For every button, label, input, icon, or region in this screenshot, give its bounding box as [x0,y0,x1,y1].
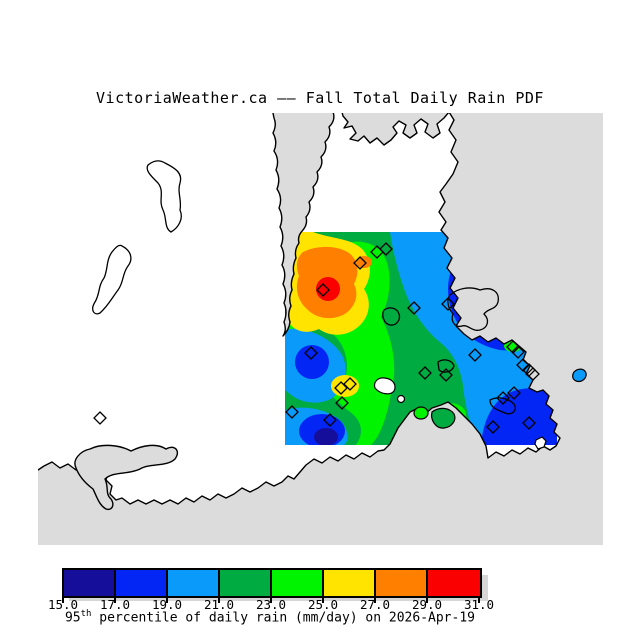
station-diamond-icon [511,345,525,359]
colorbar-tick [374,596,376,603]
station-diamond-icon [522,416,536,430]
colorbar-tick-label: 23.0 [255,597,287,612]
station-diamond-icon [496,391,510,405]
station-diamond-icon [285,405,299,419]
colorbar-tick-label: 27.0 [359,597,391,612]
colorbar-segment [428,570,480,596]
station-diamond-icon [379,242,393,256]
colorbar-tick [218,596,220,603]
station-diamond-icon [439,368,453,382]
lake-prospect [382,307,401,326]
colorbar-segment [168,570,220,596]
colorbar-tick [62,596,64,603]
colorbar-tick [270,596,272,603]
colorbar-segment [272,570,324,596]
colorbar-tick-label: 15.0 [47,597,79,612]
colorbar-segment [220,570,272,596]
station-diamond-icon [468,348,482,362]
colorbar-tick-label: 21.0 [203,597,235,612]
colorbar-segment [116,570,168,596]
colorbar-tick [426,596,428,603]
station-diamond-icon [486,420,500,434]
station-diamond-icon [441,297,455,311]
caption-prefix: 95 [64,610,81,626]
lake-elk-beaver [447,287,499,331]
colorbar-tick [322,596,324,603]
station-diamond-icon [304,346,318,360]
station-diamond-icon [407,301,421,315]
colorbar-caption: 95th percentile of daily rain (mm/day) o… [0,609,540,625]
station-diamond-icon [507,386,521,400]
station-markers [93,242,540,434]
colorbar-tick-label: 25.0 [307,597,339,612]
station-diamond-icon [343,377,357,391]
station-diamond-icon [516,358,530,372]
harbour-islets [373,368,587,450]
sooke-basin [74,444,179,511]
page-title: VictoriaWeather.ca —— Fall Total Daily R… [96,89,544,107]
lake-outlines [92,160,516,415]
station-diamond-icon [334,381,348,395]
lake-sooke [92,244,132,315]
colorbar-tick [114,596,116,603]
station-diamond-icon [316,283,330,297]
colorbar-tick-label: 17.0 [99,597,131,612]
station-diamond-icon [526,367,540,381]
colorbar-tick [478,596,480,603]
station-diamond-icon [323,413,337,427]
colorbar-tick-label: 19.0 [151,597,183,612]
colorbar-segment [324,570,376,596]
colorbar-segment [64,570,116,596]
station-diamond-icon [335,396,349,410]
colorbar-tick-label: 31.0 [463,597,495,612]
station-diamond-icon [93,411,107,425]
caption-superscript: th [80,609,92,619]
station-diamond-icon [418,366,432,380]
colorbar-tick-label: 29.0 [411,597,443,612]
colorbar [62,568,482,598]
station-diamond-icon [353,256,367,270]
colorbar-tick [166,596,168,603]
colorbar-segment [376,570,428,596]
saanich-inlet [272,113,335,337]
caption-rest: percentile of daily rain (mm/day) on 202… [91,610,475,626]
lake-shawnigan [146,160,182,233]
